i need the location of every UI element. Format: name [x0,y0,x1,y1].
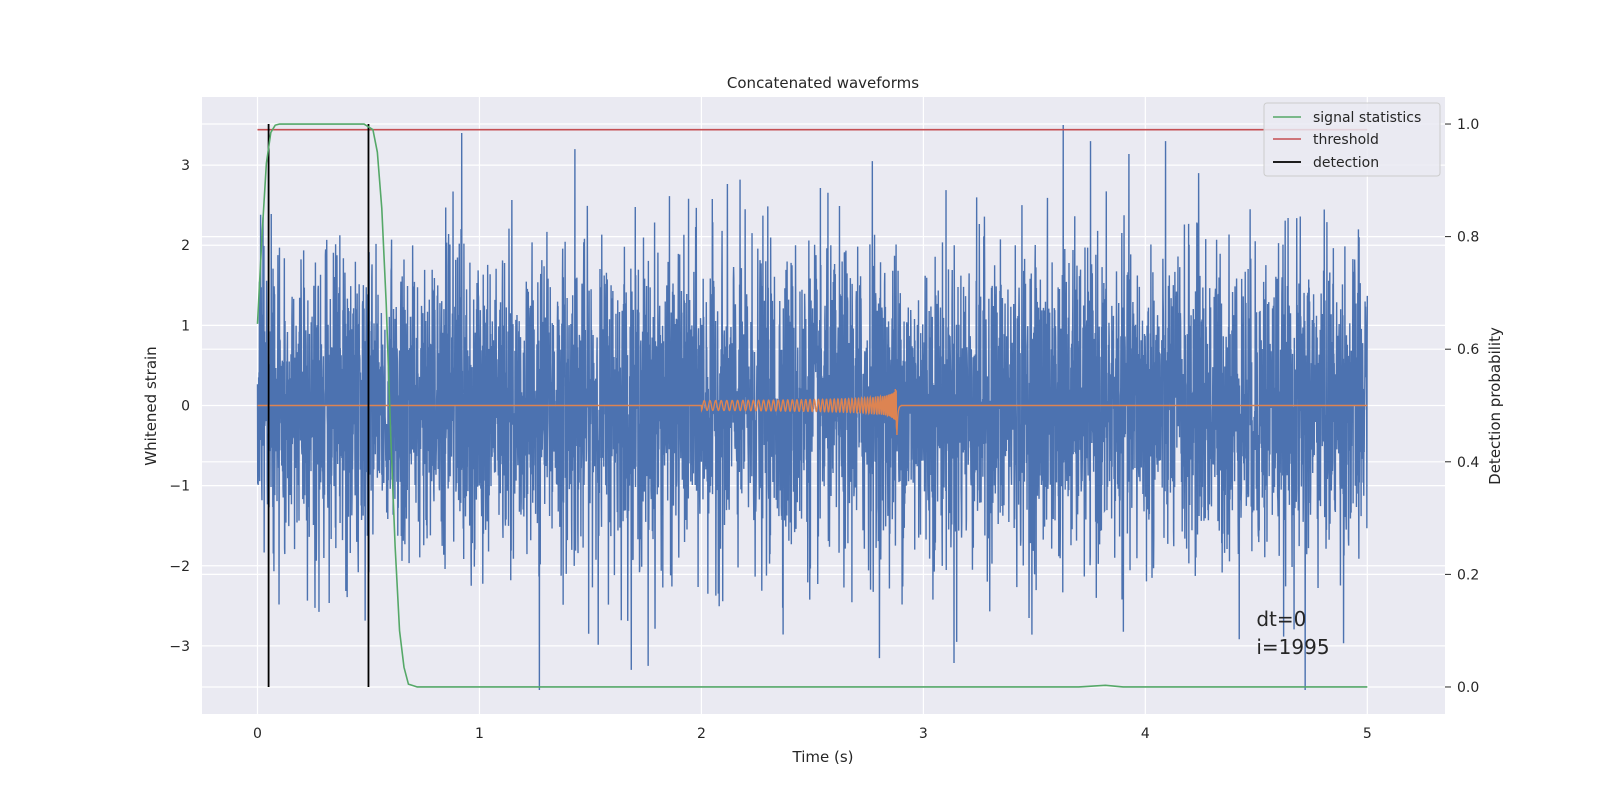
legend-box [1263,102,1441,177]
x-tick-label-3: 3 [919,726,928,742]
annotation-index: i=1995 [1256,635,1329,659]
legend-label-detection: detection [1313,155,1379,171]
y2-axis-ticks: 1.0 0.8 0.6 0.4 0.2 0.0 [1445,117,1479,696]
annotation-dt: dt=0 [1256,607,1306,631]
legend-label-threshold: threshold [1313,132,1379,148]
signal-statistics-series-line [256,123,1368,688]
chart-title: Concatenated waveforms [727,74,919,92]
legend: signal statistics threshold detection [1263,102,1441,177]
y2-tick-label-1: 0.8 [1457,230,1479,246]
y2-tick-label-0: 1.0 [1457,117,1479,133]
x-tick-label-5: 5 [1363,726,1372,742]
annotations: dt=0 i=1995 [1256,607,1329,659]
y-tick-label-6: −3 [169,639,190,655]
y-tick-label-1: 2 [181,238,190,254]
y-tick-label-5: −2 [169,559,190,575]
strain-series-line [256,125,1369,690]
y-tick-label-0: 3 [181,158,190,174]
template-series-line [257,389,1368,436]
detection-lines [267,124,370,687]
x-tick-label-0: 0 [253,726,262,742]
y-tick-label-3: 0 [181,399,190,415]
x-tick-label-2: 2 [697,726,706,742]
x-tick-label-4: 4 [1141,726,1150,742]
x-tick-label-1: 1 [475,726,484,742]
y2-tick-label-2: 0.6 [1457,342,1479,358]
y-axis-label: Whitened strain [142,346,160,465]
x-axis-label: Time (s) [792,748,854,766]
legend-label-signal-statistics: signal statistics [1313,110,1421,126]
y2-tick-label-3: 0.4 [1457,455,1479,471]
y-axis-ticks: 3 2 1 0 −1 −2 −3 [169,158,190,655]
x-axis-ticks: 0 1 2 3 4 5 [253,726,1372,742]
y-tick-label-4: −1 [169,479,190,495]
y-tick-label-2: 1 [181,318,190,334]
y2-tick-label-5: 0.0 [1457,680,1479,696]
y2-tick-label-4: 0.2 [1457,567,1479,583]
y2-axis-label: Detection probability [1486,327,1504,485]
